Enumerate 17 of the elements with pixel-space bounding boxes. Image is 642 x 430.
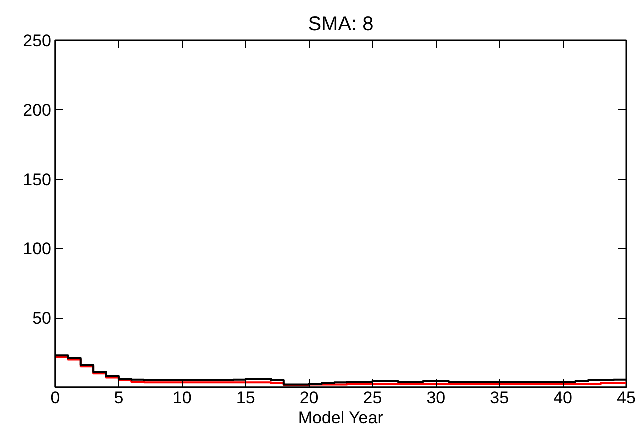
x-tick-label: 45 [617, 388, 636, 408]
x-tick-label: 30 [426, 388, 446, 408]
chart-title: SMA: 8 [308, 14, 374, 36]
x-tick-label: 25 [363, 388, 382, 408]
x-tick-label: 20 [300, 388, 319, 408]
y-tick-label: 100 [23, 240, 52, 259]
x-tick-label: 40 [554, 388, 573, 408]
y-tick-label: 250 [23, 32, 52, 50]
x-tick-label: 10 [172, 388, 192, 408]
y-tick-label: 200 [23, 100, 52, 120]
x-tick-label: 0 [50, 388, 60, 408]
x-tick-label: 35 [490, 388, 510, 408]
y-tick-label: 150 [23, 170, 52, 190]
x-tick-label: 15 [236, 388, 256, 408]
y-tick-label: 50 [32, 309, 52, 328]
x-tick-label: 5 [114, 388, 124, 408]
x-axis-title: Model Year [298, 408, 384, 428]
